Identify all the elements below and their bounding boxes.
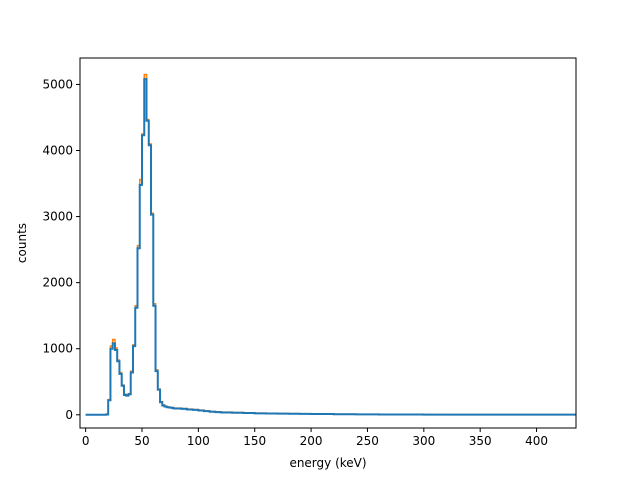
y-tick-label: 3000 xyxy=(42,210,73,224)
y-tick-label: 1000 xyxy=(42,342,73,356)
x-tick-label: 250 xyxy=(356,434,379,448)
x-tick-label: 150 xyxy=(243,434,266,448)
y-axis-ticks: 0 1000 2000 3000 4000 5000 xyxy=(42,77,80,422)
x-tick-label: 200 xyxy=(300,434,323,448)
y-tick-label: 2000 xyxy=(42,276,73,290)
y-tick-label: 5000 xyxy=(42,77,73,91)
x-tick-label: 0 xyxy=(82,434,90,448)
plot-area: 0 50 100 150 200 250 300 350 400 0 1000 2000 3000 40… xyxy=(42,57,577,448)
x-tick-label: 400 xyxy=(525,434,548,448)
y-axis-label: counts xyxy=(15,223,29,263)
x-axis-label: energy (keV) xyxy=(289,456,366,470)
x-axis-ticks: 0 50 100 150 200 250 300 350 400 xyxy=(82,428,548,448)
y-tick-label: 0 xyxy=(65,408,73,422)
y-tick-label: 4000 xyxy=(42,144,73,158)
x-tick-label: 300 xyxy=(412,434,435,448)
x-tick-label: 100 xyxy=(187,434,210,448)
x-tick-label: 50 xyxy=(134,434,149,448)
series-layer xyxy=(85,73,576,416)
x-tick-label: 350 xyxy=(469,434,492,448)
axes-background xyxy=(80,58,576,428)
series-line-2 xyxy=(85,78,576,416)
axes-frame xyxy=(79,57,577,429)
